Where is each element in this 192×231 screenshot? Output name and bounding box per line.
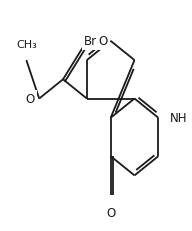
- Text: O: O: [106, 206, 115, 219]
- Text: CH₃: CH₃: [16, 40, 37, 50]
- Text: O: O: [99, 35, 108, 48]
- Text: Br: Br: [84, 35, 97, 48]
- Text: O: O: [25, 93, 35, 106]
- Text: NH: NH: [170, 112, 188, 125]
